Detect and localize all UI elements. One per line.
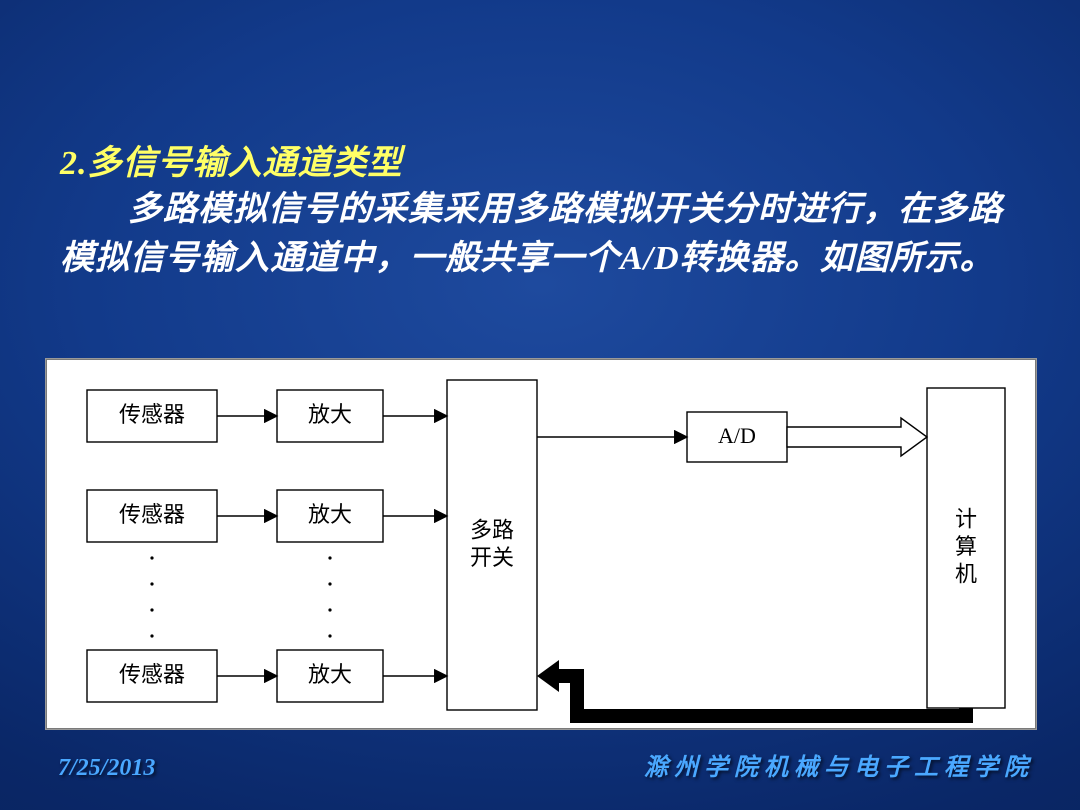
- section-heading: 2.多信号输入通道类型: [60, 135, 403, 184]
- svg-text:计: 计: [955, 507, 977, 532]
- svg-text:算: 算: [955, 534, 977, 559]
- body-paragraph: 多路模拟信号的采集采用多路模拟开关分时进行，在多路模拟信号输入通道中，一般共享一…: [60, 185, 1020, 284]
- svg-text:机: 机: [955, 562, 977, 587]
- footer-organization: 滁州学院机械与电子工程学院: [644, 747, 1034, 782]
- svg-text:放大: 放大: [308, 402, 352, 427]
- svg-text:传感器: 传感器: [119, 402, 185, 427]
- svg-text:A/D: A/D: [718, 423, 756, 448]
- flowchart-diagram: 传感器放大传感器放大传感器放大多路开关A/D计算机: [47, 360, 1035, 728]
- slide: 2.多信号输入通道类型 多路模拟信号的采集采用多路模拟开关分时进行，在多路模拟信…: [0, 0, 1080, 810]
- svg-text:多路: 多路: [470, 517, 514, 542]
- svg-text:放大: 放大: [308, 662, 352, 687]
- footer-date: 7/25/2013: [58, 755, 155, 782]
- svg-text:传感器: 传感器: [119, 502, 185, 527]
- svg-text:放大: 放大: [308, 502, 352, 527]
- svg-text:开关: 开关: [470, 545, 514, 570]
- svg-text:传感器: 传感器: [119, 662, 185, 687]
- diagram-container: 传感器放大传感器放大传感器放大多路开关A/D计算机: [46, 359, 1036, 729]
- body-text-content: 多路模拟信号的采集采用多路模拟开关分时进行，在多路模拟信号输入通道中，一般共享一…: [60, 191, 1003, 277]
